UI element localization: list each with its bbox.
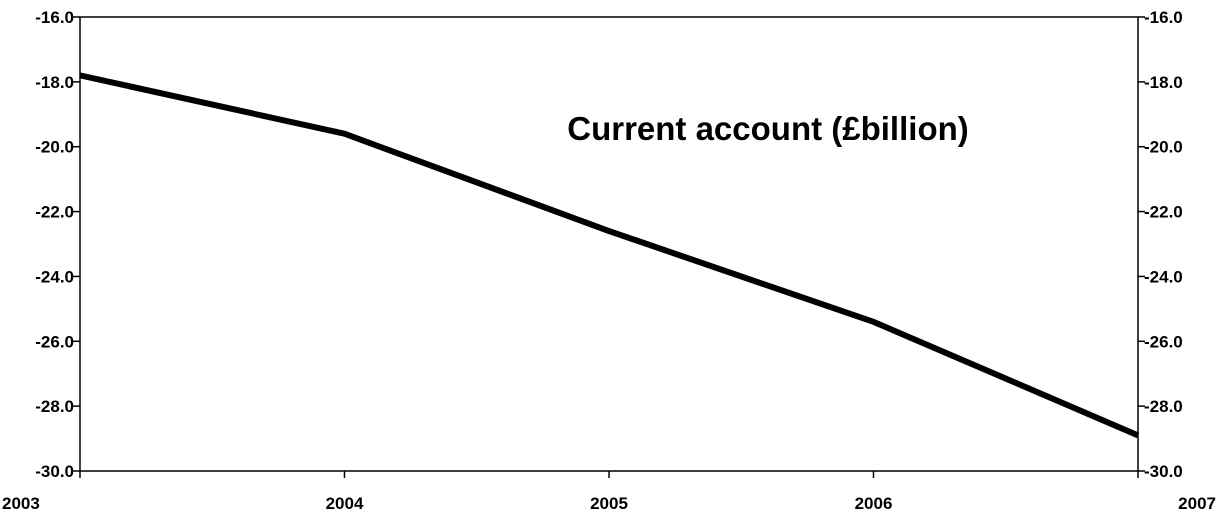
y-axis-right: -16.0 -18.0 -20.0 -22.0 -24.0 -26.0 -28.0 -30.0 — [1138, 8, 1183, 481]
x-tick-label: 2006 — [855, 494, 893, 513]
series-point — [873, 321, 874, 323]
x-tick-label: 2003 — [2, 494, 40, 513]
series-point — [608, 230, 610, 232]
y-tick-label-right: -16.0 — [1144, 8, 1183, 27]
y-tick-label-left: -18.0 — [35, 73, 74, 92]
y-tick-label-left: -28.0 — [35, 397, 74, 416]
y-tick-label-left: -26.0 — [35, 332, 74, 351]
series-point — [79, 74, 81, 76]
series-point — [1137, 434, 1139, 436]
y-tick-label-right: -28.0 — [1144, 397, 1183, 416]
x-axis: 2003 2004 2005 2006 2007 — [2, 471, 1216, 513]
y-tick-label-right: -24.0 — [1144, 267, 1183, 286]
plot-area — [79, 16, 1139, 472]
x-tick-label: 2005 — [590, 494, 628, 513]
series-point — [344, 133, 345, 135]
y-tick-label-right: -20.0 — [1144, 138, 1183, 157]
y-tick-label-left: -20.0 — [35, 138, 74, 157]
y-tick-label-left: -30.0 — [35, 462, 74, 481]
x-tick-label: 2004 — [326, 494, 364, 513]
y-tick-label-right: -18.0 — [1144, 73, 1183, 92]
y-tick-label-left: -22.0 — [35, 203, 74, 222]
y-tick-label-right: -30.0 — [1144, 462, 1183, 481]
x-tick-label: 2007 — [1178, 494, 1216, 513]
y-tick-label-left: -16.0 — [35, 8, 74, 27]
y-tick-label-right: -26.0 — [1144, 332, 1183, 351]
series-group — [79, 72, 1140, 439]
chart-title: Current account (£billion) — [567, 110, 969, 147]
y-tick-label-left: -24.0 — [35, 267, 74, 286]
y-axis-left: -16.0 -18.0 -20.0 -22.0 -24.0 -26.0 -28.0 -30.0 — [35, 8, 80, 481]
y-tick-label-right: -22.0 — [1144, 203, 1183, 222]
